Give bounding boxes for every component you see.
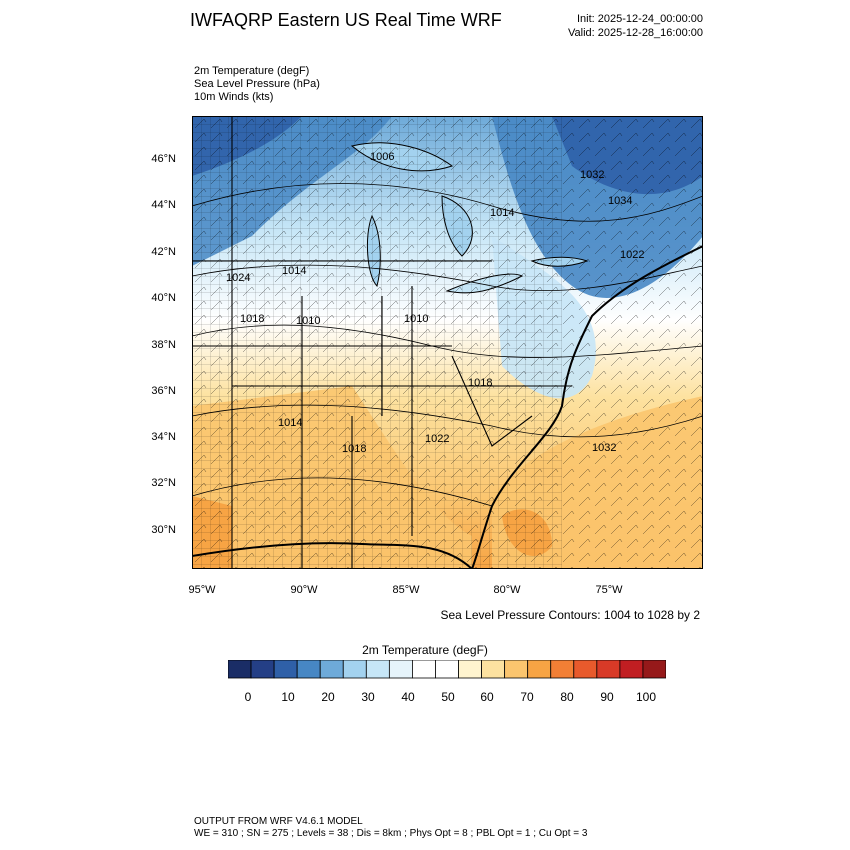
colorbar-swatch (388, 660, 413, 679)
footer-settings: WE = 310 ; SN = 275 ; Levels = 38 ; Dis … (194, 828, 588, 839)
state-borders (192, 116, 572, 569)
lon-label: 95°W (188, 584, 216, 596)
colorbar-swatch (550, 660, 575, 679)
colorbar (228, 660, 666, 679)
weather-map: 1006 1014 1014 1032 1034 1022 1024 1018 … (192, 116, 703, 569)
pressure-label: 1014 (278, 417, 302, 429)
lat-label: 46°N (151, 153, 176, 165)
colorbar-swatch (296, 660, 321, 679)
lat-label: 42°N (151, 246, 176, 258)
lat-label: 38°N (151, 339, 176, 351)
pressure-contour-note: Sea Level Pressure Contours: 1004 to 102… (440, 608, 701, 622)
colorbar-swatch (319, 660, 344, 679)
lat-label: 44°N (151, 199, 176, 211)
lon-label: 85°W (392, 584, 420, 596)
chart-title: IWFAQRP Eastern US Real Time WRF (190, 10, 502, 30)
colorbar-label: 70 (520, 690, 534, 704)
field-label-winds: 10m Winds (kts) (194, 91, 274, 103)
colorbar-swatch (619, 660, 644, 679)
pressure-label: 1006 (370, 151, 394, 163)
colorbar-label: 30 (361, 690, 375, 704)
colorbar-swatch (250, 660, 275, 679)
footer-model: OUTPUT FROM WRF V4.6.1 MODEL (194, 816, 363, 827)
colorbar-swatch (573, 660, 598, 679)
field-label-pressure: Sea Level Pressure (hPa) (194, 78, 320, 90)
colorbar-swatch (273, 660, 298, 679)
lon-label: 90°W (290, 584, 318, 596)
colorbar-label: 80 (560, 690, 574, 704)
pressure-label: 1032 (592, 442, 616, 454)
lat-label: 36°N (151, 385, 176, 397)
colorbar-swatch (504, 660, 529, 679)
lon-label: 75°W (595, 584, 623, 596)
colorbar-swatch (435, 660, 459, 679)
pressure-label: 1022 (425, 433, 449, 445)
lat-label: 30°N (151, 524, 176, 536)
pressure-label: 1024 (226, 272, 250, 284)
colorbar-swatch (642, 660, 666, 679)
pressure-label: 1018 (342, 443, 366, 455)
colorbar-label: 10 (281, 690, 295, 704)
pressure-label: 1022 (620, 249, 644, 261)
colorbar-swatch (342, 660, 367, 679)
lat-label: 32°N (151, 477, 176, 489)
colorbar-label: 20 (321, 690, 335, 704)
pressure-label: 1034 (608, 195, 632, 207)
colorbar-swatch (412, 660, 436, 679)
atlantic-coastline (471, 245, 703, 569)
lat-label: 40°N (151, 292, 176, 304)
colorbar-label: 50 (441, 690, 455, 704)
pressure-label: 1018 (468, 377, 492, 389)
colorbar-swatch (527, 660, 552, 679)
pressure-label: 1010 (296, 315, 320, 327)
colorbar-title: 2m Temperature (degF) (362, 643, 488, 657)
colorbar-label: 100 (635, 690, 657, 704)
colorbar-swatch (458, 660, 482, 679)
colorbar-swatch (596, 660, 621, 679)
pressure-label: 1010 (404, 313, 428, 325)
wind-barbs (192, 116, 703, 569)
pressure-contours (192, 183, 703, 507)
colorbar-label: 0 (244, 690, 252, 704)
lon-label: 80°W (493, 584, 521, 596)
pressure-label: 1032 (580, 169, 604, 181)
colorbar-label: 40 (401, 690, 415, 704)
field-label-temperature: 2m Temperature (degF) (194, 65, 310, 77)
valid-time: Valid: 2025-12-28_16:00:00 (568, 27, 703, 39)
colorbar-swatch (228, 660, 252, 679)
colorbar-label: 60 (480, 690, 494, 704)
map-frame (192, 116, 703, 569)
pressure-label: 1014 (282, 265, 306, 277)
gulf-coastline (192, 542, 473, 569)
pressure-labels: 1006 1014 1014 1032 1034 1022 1024 1018 … (226, 151, 644, 455)
colorbar-swatch (365, 660, 390, 679)
pressure-label: 1018 (240, 313, 264, 325)
pressure-label: 1014 (490, 207, 514, 219)
init-time: Init: 2025-12-24_00:00:00 (577, 13, 703, 25)
colorbar-label: 90 (600, 690, 614, 704)
colorbar-swatch (481, 660, 506, 679)
lat-label: 34°N (151, 431, 176, 443)
